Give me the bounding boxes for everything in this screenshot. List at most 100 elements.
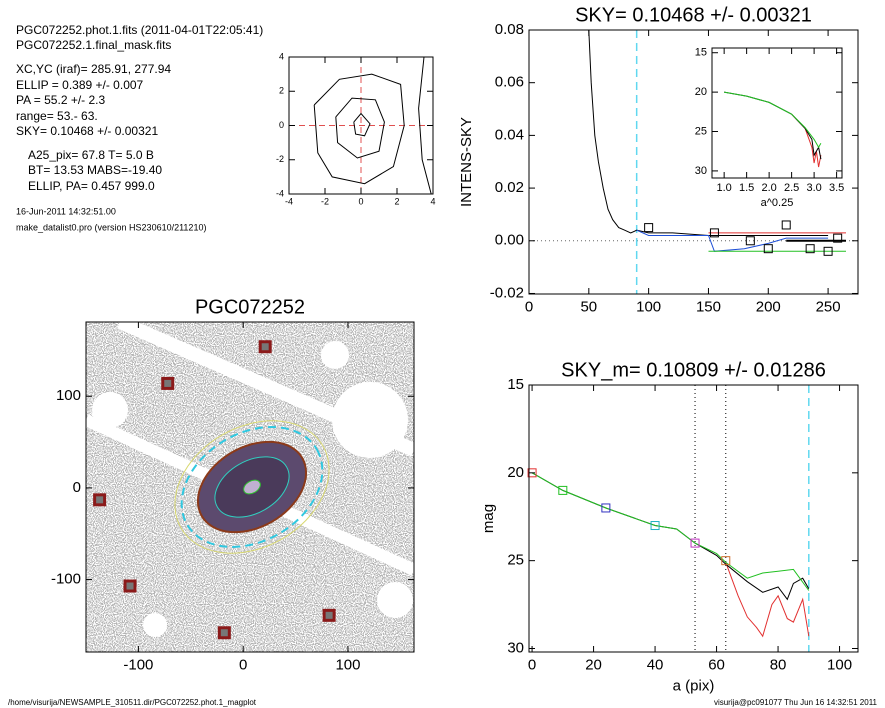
date: 16-Jun-2011 14:32:51.00	[16, 206, 116, 216]
marker	[527, 468, 537, 478]
y-tick-label: 15	[507, 376, 524, 393]
series-line	[531, 472, 810, 601]
plot-frame	[528, 384, 859, 653]
y-tick-label: -100	[51, 571, 81, 588]
x-tick-label: 20	[585, 656, 602, 673]
y-tick-label: 30	[507, 639, 524, 656]
x-tick-label: 2.5	[784, 182, 799, 194]
y-tick-label: 0.06	[495, 74, 524, 91]
x-tick-label: 50	[580, 298, 597, 315]
y-axis-label: INTENS-SKY	[458, 117, 475, 207]
y-tick-label: 25	[507, 552, 524, 569]
x-axis-label: a (pix)	[673, 677, 715, 694]
x-tick-label: 250	[816, 298, 841, 315]
x-tick-label: -4	[285, 196, 293, 206]
series-line	[418, 56, 432, 195]
mask-hole	[143, 613, 167, 637]
series-line	[313, 73, 405, 185]
x-tick-label: 100	[636, 298, 661, 315]
marker	[161, 376, 175, 390]
x-tick-label: -2	[321, 196, 329, 206]
marker	[93, 493, 107, 507]
ellipse	[180, 426, 324, 548]
plot-frame	[711, 47, 843, 179]
marker	[763, 244, 773, 254]
ellipse	[243, 479, 261, 495]
x-tick-label: -100	[123, 656, 153, 673]
x-tick-label: 2.0	[761, 182, 776, 194]
series-line	[335, 97, 385, 159]
info-line: XC,YC (iraf)= 285.91, 277.94	[16, 62, 171, 76]
x-tick-label: 100	[335, 656, 360, 673]
info-line: PGC072252.phot.1.fits (2011-04-01T22:05:…	[16, 23, 263, 37]
ellipse	[174, 420, 330, 554]
series-line	[724, 91, 822, 160]
marker	[745, 236, 755, 246]
y-tick-label: 0	[279, 120, 284, 130]
footer-right: visurija@pc091077 Thu Jun 16 14:32:51 20…	[714, 698, 878, 707]
mask-hole	[332, 382, 408, 458]
x-axis-label: a^0.25	[761, 197, 794, 209]
plot-frame	[528, 29, 859, 295]
y-tick-label: 0.02	[495, 179, 524, 196]
mask-hole	[92, 392, 128, 428]
x-tick-label: 0	[358, 196, 363, 206]
x-tick-label: 150	[696, 298, 721, 315]
marker	[833, 233, 843, 243]
x-tick-label: 4	[430, 196, 435, 206]
y-tick-label: 30	[695, 165, 707, 177]
x-tick-label: 40	[647, 656, 664, 673]
fit-line: A25_pix= 67.8 T= 5.0 B	[28, 148, 154, 162]
y-tick-label: 4	[279, 51, 284, 61]
y-tick-label: 0.00	[495, 232, 524, 249]
marker	[558, 485, 568, 495]
y-tick-label: -4	[276, 188, 284, 198]
fit-line: ELLIP, PA= 0.457 999.0	[28, 179, 155, 193]
info-line: SKY= 0.10468 +/- 0.00321	[16, 124, 158, 138]
galaxy-image	[86, 322, 414, 652]
marker	[217, 626, 231, 640]
x-tick-label: 60	[708, 656, 725, 673]
series-line	[531, 472, 810, 591]
y-tick-label: 20	[507, 464, 524, 481]
y-tick-label: 20	[695, 86, 707, 98]
footer-left: /home/visurija/NEWSAMPLE_310511.dir/PGC0…	[8, 698, 257, 707]
y-tick-label: 15	[695, 47, 707, 59]
y-tick-label: 100	[56, 387, 81, 404]
info-block: PGC072252.phot.1.fits (2011-04-01T22:05:…	[16, 23, 263, 232]
x-tick-label: 2	[394, 196, 399, 206]
marker	[601, 503, 611, 513]
marker	[644, 223, 654, 233]
y-tick-label: 0	[73, 479, 81, 496]
y-axis-label: mag	[480, 504, 497, 533]
plot-frame	[85, 321, 415, 653]
info-line: range= 53.- 63.	[16, 109, 98, 123]
marker	[805, 244, 815, 254]
marker	[258, 340, 272, 354]
series-line	[725, 562, 810, 638]
info-line: PGC072252.1.final_mask.fits	[16, 38, 171, 52]
series-line	[353, 112, 371, 137]
x-tick-label: 0	[239, 656, 247, 673]
y-tick-label: 0.08	[495, 21, 524, 38]
info-line: PA = 55.2 +/- 2.3	[16, 93, 106, 107]
x-tick-label: 0	[528, 656, 536, 673]
x-tick-label: 3.0	[806, 182, 821, 194]
chart-title: PGC072252	[195, 296, 305, 318]
mask-hole	[321, 341, 349, 369]
chart-title: SKY_m= 0.10809 +/- 0.01286	[561, 359, 826, 381]
y-tick-label: 2	[279, 86, 284, 96]
marker	[823, 246, 833, 256]
series-line	[791, 113, 822, 168]
y-tick-label: -0.02	[490, 284, 524, 301]
x-tick-label: 3.5	[829, 182, 844, 194]
contour-cross	[289, 57, 433, 194]
y-tick-label: 0.04	[495, 126, 524, 143]
program: make_datalist0.pro (version HS230610/211…	[16, 222, 206, 232]
y-tick-label: -2	[276, 154, 284, 164]
x-tick-label: 80	[770, 656, 787, 673]
y-tick-label: 25	[695, 125, 707, 137]
x-tick-label: 0	[525, 298, 533, 315]
mask-hole	[377, 582, 413, 618]
